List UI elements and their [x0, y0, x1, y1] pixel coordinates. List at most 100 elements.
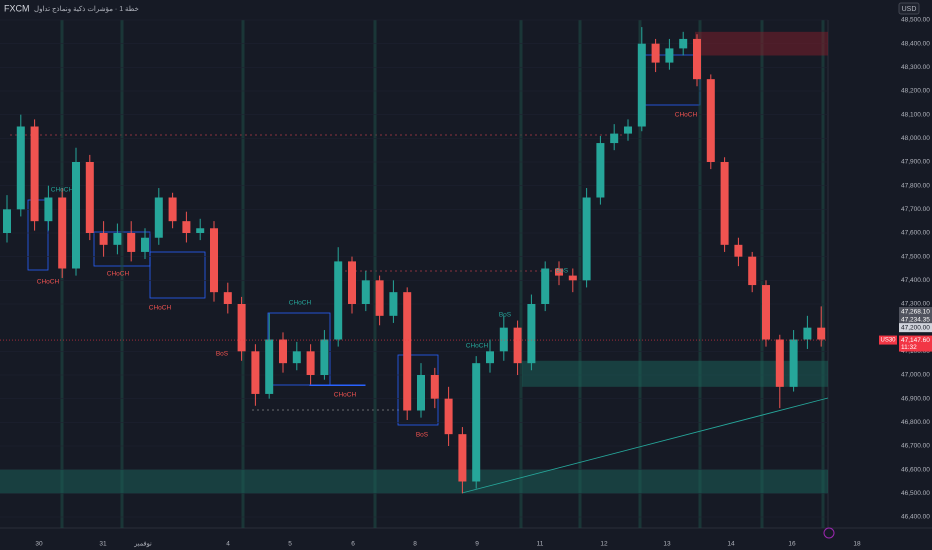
price-tag-label: 47,147.60 [901, 337, 930, 344]
x-tick-label: 14 [727, 541, 735, 548]
y-tick-label: 48,400.00 [901, 40, 930, 47]
candle-body [265, 339, 274, 394]
x-tick-label: 4 [226, 541, 230, 548]
annotation: CHoCH [466, 343, 489, 350]
candle-body [499, 327, 508, 352]
price-tag-label: 47,234.35 [901, 316, 930, 323]
candle-body [361, 280, 370, 304]
candle-body [182, 221, 191, 233]
candle-body [472, 363, 481, 482]
candle-body [624, 126, 632, 134]
trendline [461, 397, 829, 494]
candle-body [486, 351, 494, 364]
candle-body [693, 38, 701, 80]
y-tick-label: 47,400.00 [901, 277, 930, 284]
candle-body [568, 275, 577, 281]
y-tick-label: 46,900.00 [901, 395, 930, 402]
y-tick-label: 47,600.00 [901, 230, 930, 237]
candle-body [168, 197, 177, 222]
annotation: BoS [556, 268, 569, 275]
candle-body [651, 43, 660, 63]
candle-body [210, 228, 218, 293]
candle-body [58, 197, 67, 269]
annotation: CHoCH [51, 187, 74, 194]
annotation: CHoCH [289, 300, 312, 307]
y-tick-label: 46,700.00 [901, 443, 930, 450]
candle-body [541, 268, 550, 304]
candle-body [348, 261, 356, 304]
countdown: 11:32 [901, 344, 917, 351]
candle-body [99, 232, 108, 245]
candle-body [817, 327, 826, 340]
annotation: CHoCH [675, 112, 698, 119]
x-tick-label: 30 [35, 541, 43, 548]
x-tick-label: 18 [853, 541, 861, 548]
x-tick-label: 13 [663, 541, 671, 548]
currency-box[interactable] [898, 2, 920, 15]
candle-body [113, 232, 122, 245]
chart-title: FXCM [4, 3, 30, 13]
y-tick-label: 48,100.00 [901, 111, 930, 118]
y-tick-label: 47,500.00 [901, 253, 930, 260]
candle-body [596, 143, 605, 198]
candle-body [734, 244, 743, 257]
candle-body [665, 48, 674, 63]
y-tick-label: 47,900.00 [901, 159, 930, 166]
candle-body [762, 285, 770, 340]
candle-body [85, 161, 94, 233]
y-tick-label: 46,600.00 [901, 466, 930, 473]
candle-body [775, 339, 784, 387]
x-tick-label: 12 [600, 541, 608, 548]
candle-body [430, 374, 439, 399]
x-tick-label: 6 [351, 541, 355, 548]
candle-body [196, 228, 205, 233]
symbol: US30 [880, 338, 896, 344]
candle-body [458, 434, 467, 482]
candle-body [223, 292, 232, 304]
candle-body [320, 339, 329, 375]
y-tick-label: 47,700.00 [901, 206, 930, 213]
annotation: CHoCH [37, 279, 60, 286]
x-tick-label: 31 [99, 541, 107, 548]
y-tick-label: 47,800.00 [901, 182, 930, 189]
candle-body [582, 197, 591, 281]
candle-body [306, 351, 315, 375]
candle-body [803, 327, 812, 340]
y-tick-label: 48,000.00 [901, 135, 930, 142]
annotation: CHoCH [149, 305, 172, 312]
x-tick-label: 16 [788, 541, 796, 548]
candle-body [279, 339, 287, 364]
price-tag-label: 47,268.10 [901, 308, 930, 315]
annotation: BoS [416, 432, 429, 439]
candle-body [610, 133, 619, 144]
chart-subtitle: خطة 1 · مؤشرات ذكية ونماذج تداول [34, 5, 139, 13]
candle-body [292, 351, 301, 364]
symbol-tag [879, 335, 897, 345]
currency[interactable]: USD [902, 6, 917, 13]
candle-body [637, 43, 646, 127]
candle-body [127, 232, 136, 252]
candle-body [555, 268, 563, 276]
candle-body [513, 327, 522, 364]
candle-body [789, 339, 798, 387]
candle-body [44, 197, 53, 222]
x-tick-label: 9 [475, 541, 479, 548]
candle-body [706, 79, 715, 162]
price-tag [899, 323, 932, 333]
candle-body [30, 126, 39, 222]
annotation: CHoCH [107, 271, 130, 278]
price-tag [899, 335, 932, 352]
y-tick-label: 47,000.00 [901, 372, 930, 379]
candle-body [720, 161, 729, 245]
y-tick-label: 47,300.00 [901, 301, 930, 308]
candle-body [679, 38, 688, 49]
x-tick-label: 8 [413, 541, 417, 548]
x-tick-label: نوفمبر [133, 541, 152, 548]
candle-body [154, 197, 163, 238]
candle-body [72, 161, 80, 269]
candle-body [16, 126, 25, 210]
candle-body [403, 292, 412, 411]
candle-body [444, 398, 453, 435]
candle-body [3, 209, 11, 233]
